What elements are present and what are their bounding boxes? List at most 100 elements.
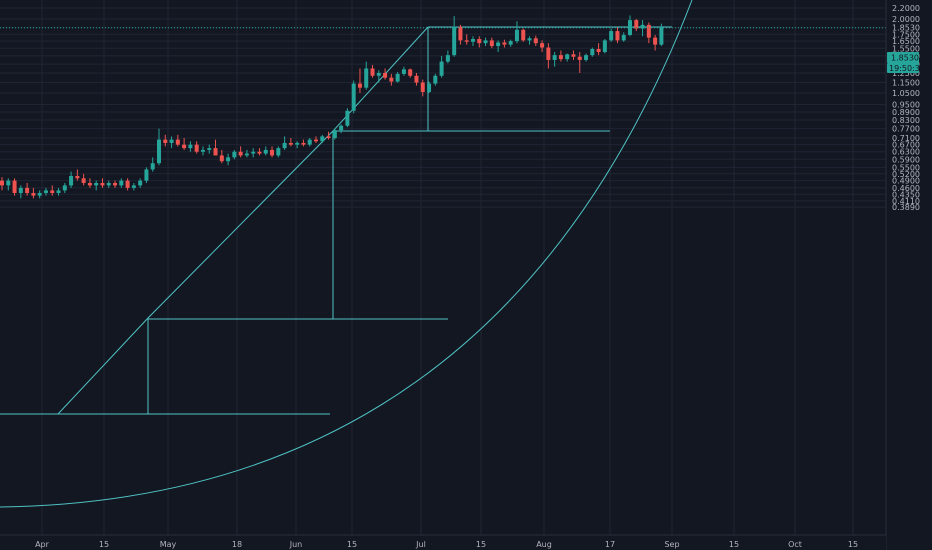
- candle-body: [659, 27, 664, 45]
- candle-body: [270, 149, 275, 156]
- candle-body: [150, 163, 155, 170]
- countdown-badge-bg: [887, 63, 919, 73]
- candle-body: [483, 40, 488, 44]
- support-curve: [0, 0, 693, 508]
- trend-drawings: [0, 0, 693, 508]
- candle-body: [332, 130, 337, 138]
- candle-body: [558, 55, 563, 60]
- x-tick-label: Jul: [415, 540, 426, 549]
- candle-body: [458, 26, 463, 41]
- candle-body: [584, 55, 589, 60]
- candle-body: [357, 83, 362, 88]
- y-tick-label: 0.9500: [892, 101, 920, 110]
- candle-body: [464, 40, 469, 42]
- candle-body: [414, 75, 419, 83]
- candle-body: [445, 55, 450, 62]
- candle-body: [81, 178, 86, 183]
- candle-body: [326, 136, 331, 138]
- candle-body: [232, 151, 237, 158]
- y-tick-label: 0.5500: [892, 163, 920, 172]
- x-tick-label: Aug: [536, 540, 552, 549]
- candle-body: [376, 72, 381, 76]
- x-tick-labels: Apr 15 May 18 Jun 15 Jul 15 Aug 17 Sep 15 Oct 15: [35, 540, 858, 549]
- candle-body: [307, 139, 312, 145]
- y-tick-label: 0.8900: [892, 108, 920, 117]
- x-tick-label: May: [160, 540, 177, 549]
- candle-body: [169, 139, 174, 143]
- x-tick-label: 15: [848, 540, 858, 549]
- candle-body: [621, 34, 626, 41]
- candle-body: [389, 77, 394, 82]
- candle-body: [226, 157, 231, 162]
- candle-body: [496, 42, 501, 47]
- y-tick-label: 0.6300: [892, 148, 920, 157]
- candle-body: [87, 182, 92, 186]
- countdown-label: 19:50:30: [889, 64, 925, 73]
- candle-body: [12, 180, 17, 193]
- candle-body: [427, 83, 432, 92]
- candle-body: [50, 190, 55, 193]
- candle-body: [502, 42, 507, 45]
- candle-body: [43, 190, 48, 193]
- candle-body: [119, 180, 124, 186]
- y-tick-label: 0.6700: [892, 141, 920, 150]
- candle-body: [514, 29, 519, 42]
- candle-body: [533, 38, 538, 44]
- candle-body: [634, 20, 639, 29]
- candle-body: [471, 38, 475, 42]
- candle-body: [540, 43, 545, 48]
- candle-body: [100, 182, 105, 186]
- candle-body: [282, 142, 287, 149]
- x-tick-label: 15: [729, 540, 739, 549]
- candle-body: [251, 151, 256, 154]
- x-tick-label: 15: [99, 540, 109, 549]
- candle-body: [351, 83, 356, 111]
- candle-body: [364, 68, 369, 88]
- y-tick-label: 1.2500: [892, 69, 920, 78]
- candle-body: [31, 192, 36, 196]
- time-axis[interactable]: [0, 535, 886, 550]
- candle-body: [6, 180, 11, 186]
- y-tick-label: 1.1500: [892, 79, 920, 88]
- y-tick-label: 0.5900: [892, 155, 920, 164]
- grid: [0, 0, 886, 535]
- candle-body: [521, 29, 526, 41]
- y-tick-label: 0.4900: [892, 177, 920, 186]
- candle-body: [75, 176, 80, 179]
- candle-body: [301, 142, 306, 145]
- candle-body: [640, 24, 645, 29]
- candle-body: [69, 176, 74, 186]
- candle-body: [489, 40, 494, 47]
- candle-body: [602, 40, 607, 53]
- candle-body: [552, 55, 557, 60]
- candle-body: [106, 182, 111, 186]
- candle-body: [138, 180, 143, 186]
- x-tick-label: 15: [476, 540, 486, 549]
- y-tick-label: 0.3890: [892, 203, 920, 212]
- y-tick-label: 0.8300: [892, 116, 920, 125]
- price-axis[interactable]: [886, 0, 932, 550]
- candle-body: [0, 180, 4, 186]
- candle-body: [370, 68, 375, 76]
- current-price-badge: 1.8530 19:50:30: [887, 52, 925, 73]
- candle-body: [596, 48, 601, 53]
- y-tick-label: 2.0000: [892, 15, 920, 24]
- candle-body: [314, 139, 318, 142]
- candle-body: [345, 110, 350, 126]
- candle-body: [113, 182, 118, 186]
- candle-body: [565, 54, 570, 60]
- candle-body: [420, 82, 425, 92]
- candle-body: [219, 155, 224, 162]
- x-tick-label: 15: [347, 540, 357, 549]
- candle-body: [131, 185, 136, 188]
- y-tick-label: 2.2000: [892, 4, 920, 13]
- candle-body: [94, 182, 99, 186]
- candle-body: [188, 144, 193, 149]
- candle-body: [577, 56, 582, 60]
- candle-body: [200, 149, 205, 152]
- candle-body: [163, 139, 168, 143]
- candle-body: [339, 125, 344, 131]
- price-badge-bg: [887, 52, 919, 63]
